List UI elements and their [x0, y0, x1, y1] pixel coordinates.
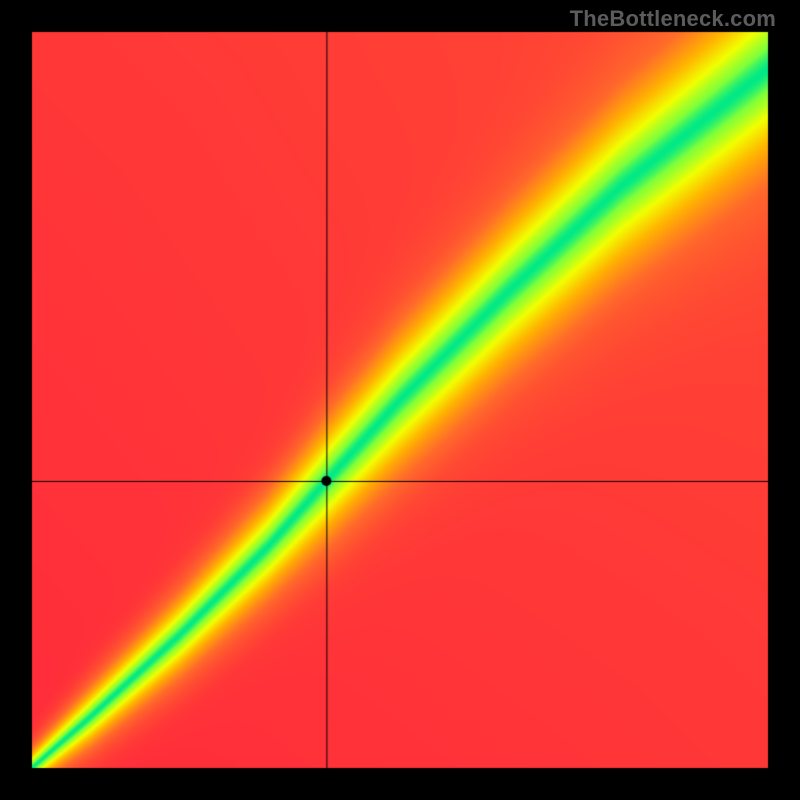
chart-wrapper: TheBottleneck.com	[0, 0, 800, 800]
bottleneck-heatmap-canvas	[0, 0, 800, 800]
watermark-text: TheBottleneck.com	[570, 6, 776, 32]
